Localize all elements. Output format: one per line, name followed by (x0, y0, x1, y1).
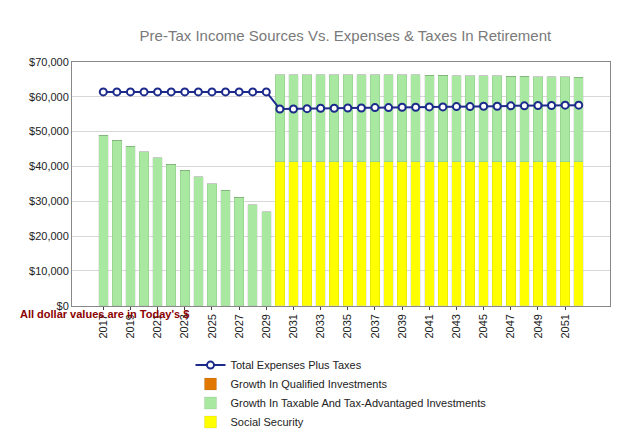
svg-text:2027: 2027 (233, 314, 245, 338)
svg-text:2051: 2051 (559, 314, 571, 338)
svg-text:2019: 2019 (124, 314, 136, 338)
svg-text:2033: 2033 (314, 314, 326, 338)
svg-text:2025: 2025 (206, 314, 218, 338)
svg-text:2029: 2029 (260, 314, 272, 338)
svg-text:2041: 2041 (423, 314, 435, 338)
svg-text:2049: 2049 (532, 314, 544, 338)
svg-text:2043: 2043 (450, 314, 462, 338)
svg-text:$30,000: $30,000 (29, 195, 69, 207)
svg-text:$50,000: $50,000 (29, 125, 69, 137)
svg-text:2023: 2023 (178, 314, 190, 338)
svg-text:Growth In Qualified Investment: Growth In Qualified Investments (231, 378, 388, 390)
svg-text:2037: 2037 (369, 314, 381, 338)
svg-text:2047: 2047 (504, 314, 516, 338)
svg-text:Total Expenses Plus Taxes: Total Expenses Plus Taxes (231, 359, 362, 371)
svg-text:Pre-Tax Income Sources Vs. Exp: Pre-Tax Income Sources Vs. Expenses & Ta… (140, 27, 552, 44)
svg-text:Growth In Taxable And Tax-Adva: Growth In Taxable And Tax-Advantaged Inv… (231, 397, 487, 409)
svg-text:2045: 2045 (477, 314, 489, 338)
svg-text:2035: 2035 (341, 314, 353, 338)
svg-text:$40,000: $40,000 (29, 160, 69, 172)
svg-text:$60,000: $60,000 (29, 91, 69, 103)
svg-text:$10,000: $10,000 (29, 265, 69, 277)
svg-text:$0: $0 (57, 300, 69, 312)
svg-text:2017: 2017 (97, 314, 109, 338)
svg-text:Social Security: Social Security (231, 416, 304, 428)
svg-text:2021: 2021 (151, 314, 163, 338)
svg-text:2039: 2039 (396, 314, 408, 338)
svg-text:All dollar values are in Today: All dollar values are in Today's $ (20, 308, 189, 320)
svg-text:2031: 2031 (287, 314, 299, 338)
svg-text:$70,000: $70,000 (29, 56, 69, 68)
svg-text:$20,000: $20,000 (29, 230, 69, 242)
